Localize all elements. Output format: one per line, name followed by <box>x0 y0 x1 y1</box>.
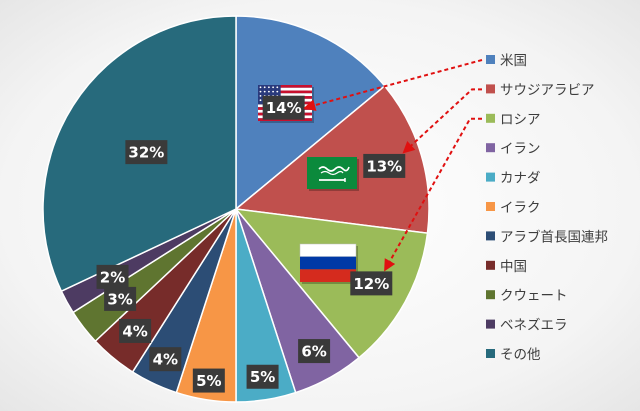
legend-label: クウェート <box>500 288 568 304</box>
legend-label: 中国 <box>500 259 527 275</box>
svg-text:5%: 5% <box>250 368 275 386</box>
legend-label: カナダ <box>500 171 541 187</box>
data-label-10: 2% <box>96 264 129 289</box>
legend-label: 米国 <box>500 53 527 69</box>
legend-label: その他 <box>500 347 541 363</box>
legend-item-3: ロシア <box>486 112 541 128</box>
pointer-arrow-2 <box>402 88 482 154</box>
saudi-flag-icon <box>307 157 359 191</box>
svg-text:14%: 14% <box>266 99 302 117</box>
legend-swatch <box>486 55 495 64</box>
pointer-arrow-3 <box>384 117 482 272</box>
legend-swatch <box>486 143 495 153</box>
legend-item-11: その他 <box>486 347 541 363</box>
svg-text:4%: 4% <box>122 322 147 340</box>
data-label-2: 13% <box>363 153 406 178</box>
legend-label: イラク <box>500 200 541 216</box>
data-label-8: 4% <box>119 318 152 343</box>
legend-label: ベネズエラ <box>500 318 568 334</box>
svg-text:2%: 2% <box>100 268 125 286</box>
legend-item-10: ベネズエラ <box>486 318 568 334</box>
legend-label: サウジアラビア <box>500 82 595 98</box>
legend-swatch <box>486 84 495 94</box>
legend-item-7: アラブ首長国連邦 <box>486 228 608 245</box>
data-label-7: 4% <box>149 347 182 372</box>
svg-text:13%: 13% <box>366 157 402 175</box>
legend-swatch <box>486 202 495 211</box>
legend-swatch <box>486 349 495 358</box>
russia-flag-icon <box>299 243 358 284</box>
legend-swatch <box>486 231 495 241</box>
svg-text:5%: 5% <box>196 372 221 390</box>
legend-swatch <box>486 260 495 270</box>
data-label-1: 14% <box>262 95 305 120</box>
legend-item-5: カナダ <box>486 171 541 187</box>
legend-label: イラン <box>500 141 541 157</box>
legend-item-2: サウジアラビア <box>486 82 595 98</box>
legend-label: ロシア <box>500 112 541 128</box>
legend-swatch <box>486 113 495 123</box>
data-label-6: 5% <box>192 368 225 393</box>
svg-text:3%: 3% <box>107 290 132 308</box>
legend-swatch <box>486 172 495 182</box>
legend-item-1: 米国 <box>486 53 527 69</box>
legend-swatch <box>486 290 495 300</box>
legend-item-6: イラク <box>486 200 541 216</box>
legend-item-8: 中国 <box>486 259 527 275</box>
data-label-4: 6% <box>298 339 331 364</box>
data-label-11: 32% <box>125 140 168 165</box>
pie-slice-3 <box>234 208 429 359</box>
data-label-3: 12% <box>350 271 393 296</box>
legend-item-9: クウェート <box>486 288 568 304</box>
svg-text:4%: 4% <box>153 351 178 369</box>
legend-item-4: イラン <box>486 141 541 157</box>
svg-text:6%: 6% <box>301 343 326 361</box>
legend-swatch <box>486 319 495 329</box>
svg-text:12%: 12% <box>353 275 389 293</box>
legend-label: アラブ首長国連邦 <box>500 228 608 245</box>
data-label-5: 5% <box>246 364 279 389</box>
data-label-9: 3% <box>104 286 137 311</box>
svg-text:32%: 32% <box>128 144 164 162</box>
pointer-arrow-1 <box>303 59 483 111</box>
